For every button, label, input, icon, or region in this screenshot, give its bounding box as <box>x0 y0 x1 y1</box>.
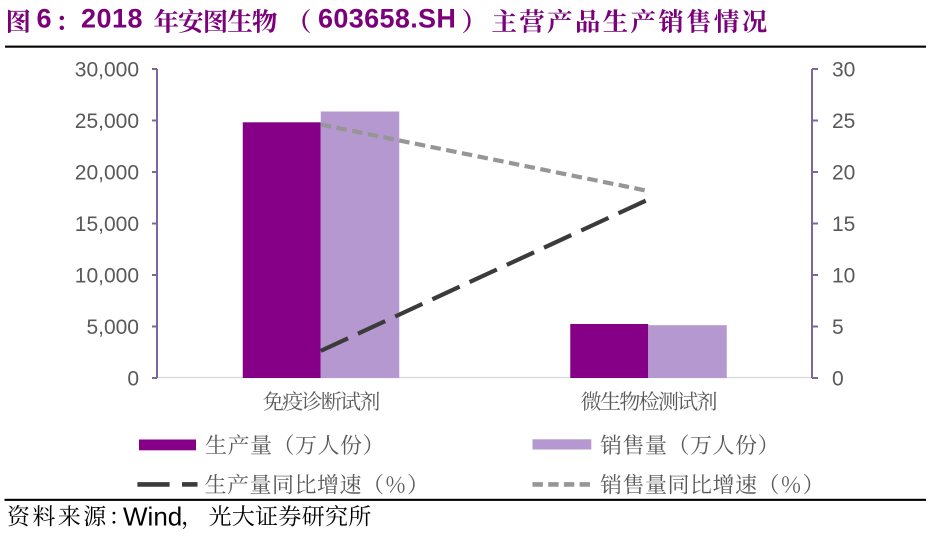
svg-text:603658.SH: 603658.SH <box>318 4 456 34</box>
svg-text:6: 6 <box>37 4 52 34</box>
svg-text:5,000: 5,000 <box>86 316 139 339</box>
svg-text:0: 0 <box>127 368 139 391</box>
svg-text:15: 15 <box>832 213 855 236</box>
svg-text:10,000: 10,000 <box>75 265 139 288</box>
svg-text:5: 5 <box>832 316 844 339</box>
svg-text:25,000: 25,000 <box>75 110 139 133</box>
svg-text:20: 20 <box>832 162 855 185</box>
svg-text:25: 25 <box>832 110 855 133</box>
svg-text:30: 30 <box>832 59 855 82</box>
svg-text:2018: 2018 <box>81 4 143 34</box>
svg-text:15,000: 15,000 <box>75 213 139 236</box>
svg-text:30,000: 30,000 <box>75 59 139 82</box>
svg-text:20,000: 20,000 <box>75 162 139 185</box>
svg-text:10: 10 <box>832 265 855 288</box>
svg-text:0: 0 <box>832 368 844 391</box>
svg-text:Wind: Wind <box>123 502 182 532</box>
